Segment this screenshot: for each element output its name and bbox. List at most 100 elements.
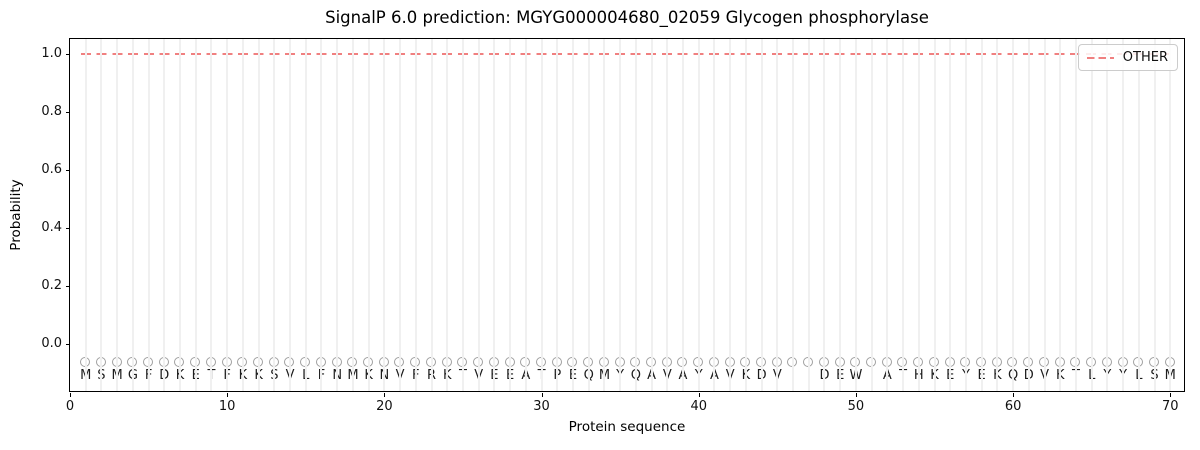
legend-dashed-line-sample: [1086, 56, 1114, 59]
residue-gridline: [886, 39, 889, 391]
x-tick-mark: [855, 393, 857, 397]
y-tick-mark: [66, 344, 70, 345]
residue-gridline: [131, 39, 134, 391]
residue-gridline: [713, 39, 716, 391]
residue-gridline: [902, 39, 905, 391]
residue-gridline: [556, 39, 559, 391]
residue-gridline: [1122, 39, 1125, 391]
x-tick-label: 50: [847, 399, 865, 414]
residue-gridline: [697, 39, 700, 391]
residue-gridline: [996, 39, 999, 391]
residue-gridline: [949, 39, 952, 391]
y-tick-label: 1.0: [41, 46, 62, 62]
residue-gridline: [1074, 39, 1077, 391]
residue-gridline: [383, 39, 386, 391]
residue-gridline: [399, 39, 402, 391]
x-tick-label: 70: [1162, 399, 1179, 414]
y-tick-mark: [66, 286, 70, 288]
residue-gridline: [414, 39, 417, 391]
residue-gridline: [1106, 39, 1109, 391]
residue-gridline: [839, 39, 842, 391]
residue-gridline: [540, 39, 543, 391]
residue-gridline: [823, 39, 826, 391]
residue-gridline: [84, 39, 87, 391]
y-tick-label: 0.6: [41, 162, 62, 178]
legend-entry-label: OTHER: [1122, 50, 1168, 65]
residue-gridline: [100, 39, 103, 391]
residue-gridline: [257, 39, 260, 391]
residue-gridline: [179, 39, 182, 391]
residue-gridline: [1090, 39, 1093, 391]
residue-gridline: [1012, 39, 1015, 391]
residue-gridline: [351, 39, 354, 391]
residue-gridline: [571, 39, 574, 391]
residue-gridline: [650, 39, 653, 391]
x-tick-label: 60: [1004, 399, 1022, 414]
residue-gridline: [603, 39, 606, 391]
y-tick-label: 0.0: [41, 336, 62, 351]
y-tick-label: 0.4: [41, 220, 62, 236]
residue-gridline: [933, 39, 936, 391]
residue-gridline: [917, 39, 920, 391]
residue-gridline: [116, 39, 119, 391]
residue-gridline: [1169, 39, 1172, 391]
residue-gridline: [1137, 39, 1140, 391]
x-axis-label: Protein sequence: [568, 419, 686, 435]
residue-gridline: [461, 39, 464, 391]
residue-gridline: [744, 39, 747, 391]
x-tick-label: 20: [376, 399, 393, 414]
residue-gridline: [1059, 39, 1062, 391]
series-line-other: [80, 53, 1171, 56]
residue-gridline: [1027, 39, 1030, 391]
residue-gridline: [509, 39, 512, 391]
residue-gridline: [446, 39, 449, 391]
residue-gridline: [870, 39, 873, 391]
residue-gridline: [226, 39, 229, 391]
residue-gridline: [980, 39, 983, 391]
x-tick-mark: [384, 393, 386, 397]
residue-gridline: [210, 39, 213, 391]
x-tick-mark: [698, 393, 700, 397]
residue-gridline: [1153, 39, 1156, 391]
x-tick-mark: [1170, 393, 1172, 397]
residue-gridline: [430, 39, 433, 391]
residue-gridline: [1043, 39, 1046, 391]
x-tick-mark: [227, 393, 229, 397]
plot-area: 1.00.80.60.40.20.0706050403020100MSLYYLT…: [41, 38, 1185, 414]
y-tick-mark: [66, 54, 70, 56]
residue-gridline: [493, 39, 496, 391]
residue-gridline: [524, 39, 527, 391]
residue-gridline: [367, 39, 370, 391]
residue-gridline: [964, 39, 967, 391]
residue-gridline: [304, 39, 307, 391]
x-tick-label: 10: [218, 399, 236, 414]
residue-gridline: [682, 39, 684, 391]
residue-gridline: [854, 39, 857, 391]
y-tick-mark: [66, 170, 70, 172]
x-tick-label: 30: [533, 399, 550, 414]
residue-gridline: [336, 39, 339, 391]
y-tick-mark: [66, 228, 70, 230]
residue-gridline: [163, 39, 166, 391]
residue-gridline: [194, 39, 197, 391]
residue-gridline: [666, 39, 669, 391]
residue-gridline: [587, 39, 590, 391]
y-axis-label-text: Probability: [8, 179, 24, 251]
x-tick-mark: [1013, 393, 1015, 397]
residue-gridline: [634, 39, 637, 391]
residue-gridline: [729, 39, 732, 391]
residue-gridline: [807, 39, 810, 391]
residue-gridline: [477, 39, 480, 391]
y-tick-mark: [66, 112, 70, 114]
residue-gridline: [147, 39, 150, 391]
x-tick-mark: [70, 393, 71, 397]
y-tick-label: 0.8: [41, 104, 62, 120]
legend: OTHER: [1077, 44, 1178, 71]
residue-gridline: [619, 39, 622, 391]
x-tick-label: 40: [690, 399, 707, 414]
residue-gridline: [776, 39, 779, 391]
residue-gridline: [320, 39, 323, 391]
residue-gridline: [241, 39, 244, 391]
chart-title: SignalP 6.0 prediction: MGYG000004680_02…: [325, 8, 929, 27]
residue-gridline: [792, 39, 795, 391]
